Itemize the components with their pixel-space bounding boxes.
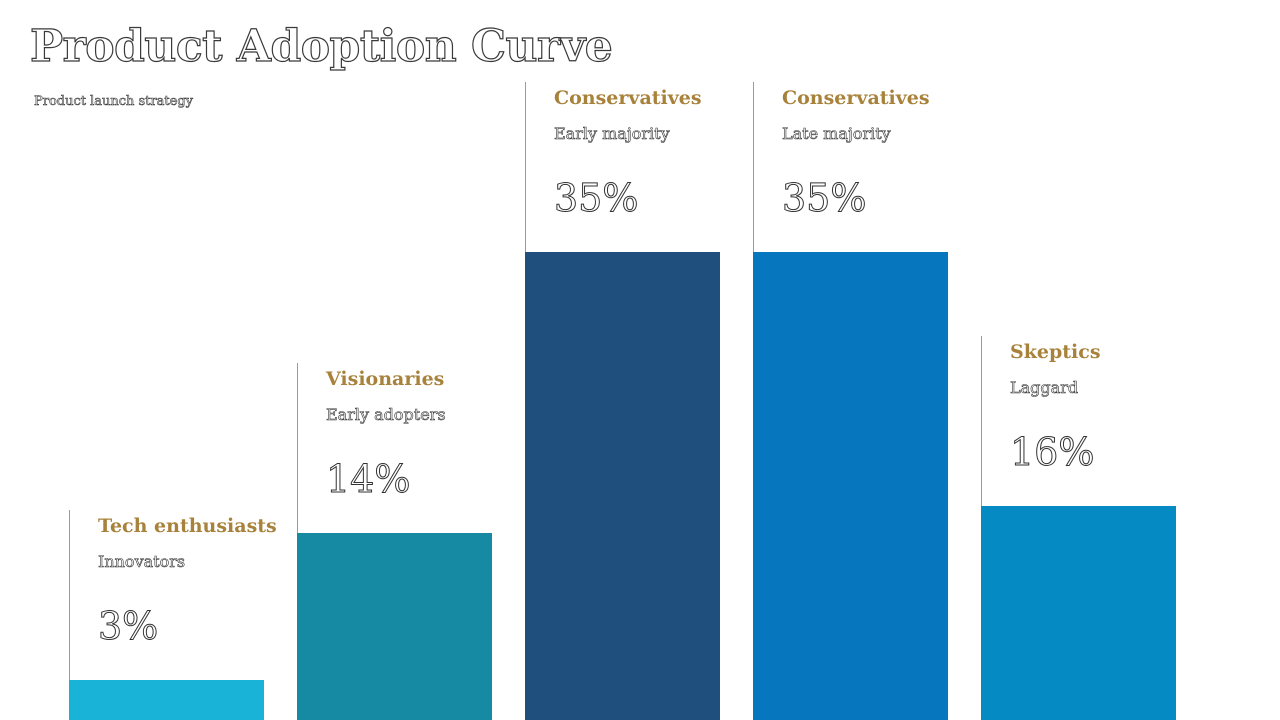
stage-category-label: Conservatives xyxy=(782,87,930,109)
stage-divider-line xyxy=(69,510,70,680)
adoption-stage: Conservatives Late majority 35% xyxy=(753,82,948,720)
adoption-bar xyxy=(297,533,492,720)
stage-segment-label: Late majority xyxy=(782,124,891,144)
stage-divider-line xyxy=(981,336,982,506)
adoption-stage: Visionaries Early adopters 14% xyxy=(297,363,492,720)
stage-category-label: Tech enthusiasts xyxy=(98,515,277,537)
stage-value-label: 35% xyxy=(553,176,639,221)
stage-divider-line xyxy=(753,82,754,252)
stage-value-label: 3% xyxy=(97,604,159,649)
adoption-bar xyxy=(981,506,1176,720)
stage-divider-line xyxy=(297,363,298,533)
adoption-stage: Conservatives Early majority 35% xyxy=(525,82,720,720)
page-title: Product Adoption Curve xyxy=(29,21,613,72)
adoption-stage: Tech enthusiasts Innovators 3% xyxy=(69,510,277,720)
stage-value-label: 14% xyxy=(325,457,411,502)
stage-category-label: Visionaries xyxy=(326,368,445,390)
stage-divider-line xyxy=(525,82,526,252)
stage-segment-label: Innovators xyxy=(98,552,186,572)
page-subtitle: Product launch strategy xyxy=(34,94,194,110)
adoption-stage: Skeptics Laggard 16% xyxy=(981,336,1176,720)
stage-segment-label: Laggard xyxy=(1010,378,1079,398)
stage-segment-label: Early adopters xyxy=(326,405,446,425)
stage-segment-label: Early majority xyxy=(554,124,670,144)
stage-category-label: Skeptics xyxy=(1010,341,1101,363)
stage-category-label: Conservatives xyxy=(554,87,702,109)
stage-value-label: 16% xyxy=(1009,430,1095,475)
adoption-bar xyxy=(525,252,720,720)
adoption-bar xyxy=(69,680,264,720)
adoption-bar xyxy=(753,252,948,720)
stage-value-label: 35% xyxy=(781,176,867,221)
